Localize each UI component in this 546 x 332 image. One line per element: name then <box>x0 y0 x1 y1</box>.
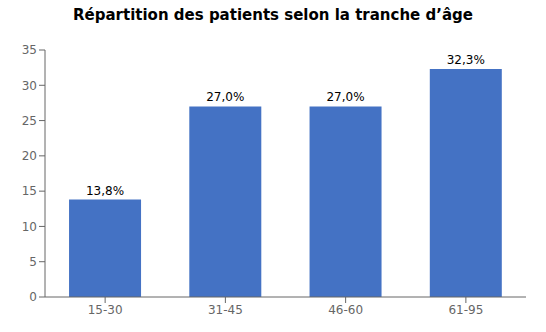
svg-text:46-60: 46-60 <box>328 303 363 317</box>
svg-text:15-30: 15-30 <box>88 303 123 317</box>
svg-text:5: 5 <box>29 255 37 269</box>
svg-text:25: 25 <box>22 114 37 128</box>
svg-text:0: 0 <box>29 290 37 304</box>
svg-text:32,3%: 32,3% <box>447 53 485 67</box>
svg-text:30: 30 <box>22 79 37 93</box>
html-text:Répartition des patients selon: Répartition des patients selon la tranch… <box>73 6 473 24</box>
svg-text:27,0%: 27,0% <box>326 90 364 104</box>
svg-text:13,8%: 13,8% <box>86 184 124 198</box>
svg-text:27,0%: 27,0% <box>206 90 244 104</box>
svg-text:35: 35 <box>22 43 37 57</box>
svg-text:20: 20 <box>22 149 37 163</box>
svg-text:61-95: 61-95 <box>448 303 483 317</box>
svg-text:31-45: 31-45 <box>208 303 243 317</box>
svg-text:15: 15 <box>22 184 37 198</box>
svg-text:10: 10 <box>22 220 37 234</box>
